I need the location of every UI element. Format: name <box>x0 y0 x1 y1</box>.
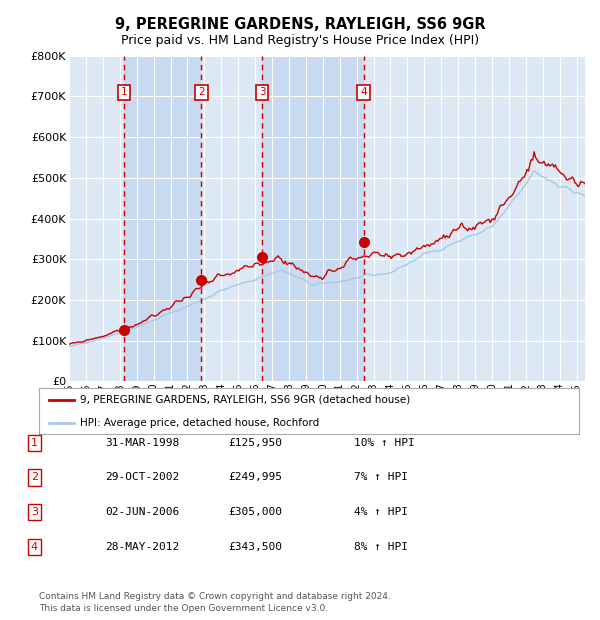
Bar <box>364 56 585 381</box>
Text: Contains HM Land Registry data © Crown copyright and database right 2024.: Contains HM Land Registry data © Crown c… <box>39 592 391 601</box>
Text: 4% ↑ HPI: 4% ↑ HPI <box>354 507 408 517</box>
Text: This data is licensed under the Open Government Licence v3.0.: This data is licensed under the Open Gov… <box>39 604 328 613</box>
Text: 2: 2 <box>31 472 38 482</box>
Text: 4: 4 <box>360 87 367 97</box>
Bar <box>69 56 124 381</box>
Bar <box>262 56 364 381</box>
Text: £125,950: £125,950 <box>228 438 282 448</box>
Text: 8% ↑ HPI: 8% ↑ HPI <box>354 542 408 552</box>
Text: 9, PEREGRINE GARDENS, RAYLEIGH, SS6 9GR (detached house): 9, PEREGRINE GARDENS, RAYLEIGH, SS6 9GR … <box>79 394 410 405</box>
Text: 29-OCT-2002: 29-OCT-2002 <box>105 472 179 482</box>
Text: 3: 3 <box>31 507 38 517</box>
Text: 1: 1 <box>121 87 127 97</box>
Text: HPI: Average price, detached house, Rochford: HPI: Average price, detached house, Roch… <box>79 418 319 428</box>
Bar <box>124 56 202 381</box>
Text: 28-MAY-2012: 28-MAY-2012 <box>105 542 179 552</box>
Text: Price paid vs. HM Land Registry's House Price Index (HPI): Price paid vs. HM Land Registry's House … <box>121 35 479 47</box>
Text: 4: 4 <box>31 542 38 552</box>
Bar <box>202 56 262 381</box>
Text: £343,500: £343,500 <box>228 542 282 552</box>
Text: 31-MAR-1998: 31-MAR-1998 <box>105 438 179 448</box>
Text: £305,000: £305,000 <box>228 507 282 517</box>
Text: 3: 3 <box>259 87 266 97</box>
Text: £249,995: £249,995 <box>228 472 282 482</box>
Text: 9, PEREGRINE GARDENS, RAYLEIGH, SS6 9GR: 9, PEREGRINE GARDENS, RAYLEIGH, SS6 9GR <box>115 17 485 32</box>
Text: 7% ↑ HPI: 7% ↑ HPI <box>354 472 408 482</box>
Text: 10% ↑ HPI: 10% ↑ HPI <box>354 438 415 448</box>
Text: 02-JUN-2006: 02-JUN-2006 <box>105 507 179 517</box>
Text: 1: 1 <box>31 438 38 448</box>
Text: 2: 2 <box>198 87 205 97</box>
